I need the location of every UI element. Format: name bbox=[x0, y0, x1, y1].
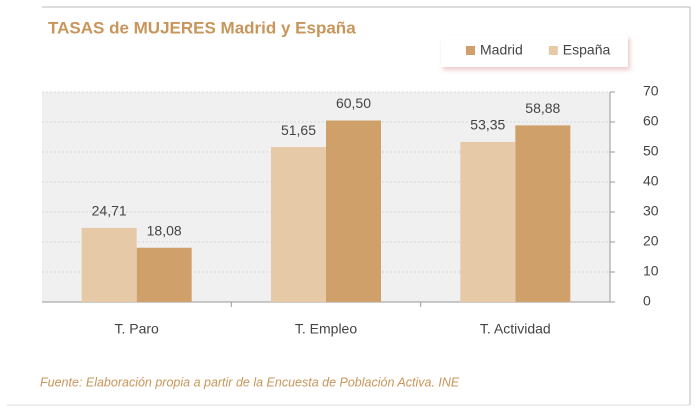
data-label: 18,08 bbox=[147, 222, 182, 238]
legend-label: España bbox=[563, 42, 611, 58]
source-note: Fuente: Elaboración propia a partir de l… bbox=[40, 375, 460, 389]
data-label: 58,88 bbox=[525, 100, 560, 116]
y-tick-label: 60 bbox=[643, 113, 659, 129]
y-tick-label: 40 bbox=[643, 173, 659, 189]
legend-label: Madrid bbox=[480, 42, 523, 58]
y-tick-label: 50 bbox=[643, 143, 659, 159]
y-tick-label: 30 bbox=[643, 203, 659, 219]
x-tick-label: T. Paro bbox=[114, 321, 159, 337]
y-tick-label: 70 bbox=[643, 83, 659, 99]
data-label: 24,71 bbox=[92, 203, 127, 219]
bar bbox=[326, 120, 381, 302]
data-label: 53,35 bbox=[470, 117, 505, 133]
bar bbox=[81, 227, 137, 302]
x-tick-label: T. Actividad bbox=[480, 321, 551, 337]
y-tick-label: 0 bbox=[643, 293, 651, 309]
legend-swatch bbox=[548, 46, 558, 55]
y-tick-label: 10 bbox=[643, 263, 659, 279]
chart-title: TASAS de MUJERES Madrid y España bbox=[48, 18, 356, 37]
legend-swatch bbox=[466, 46, 475, 55]
y-tick-label: 20 bbox=[643, 233, 659, 249]
bar bbox=[515, 125, 571, 302]
data-label: 51,65 bbox=[281, 122, 316, 138]
bar bbox=[460, 141, 516, 302]
data-label: 60,50 bbox=[336, 95, 371, 111]
bar bbox=[136, 247, 192, 302]
x-tick-label: T. Empleo bbox=[295, 321, 357, 337]
bar bbox=[271, 147, 326, 302]
